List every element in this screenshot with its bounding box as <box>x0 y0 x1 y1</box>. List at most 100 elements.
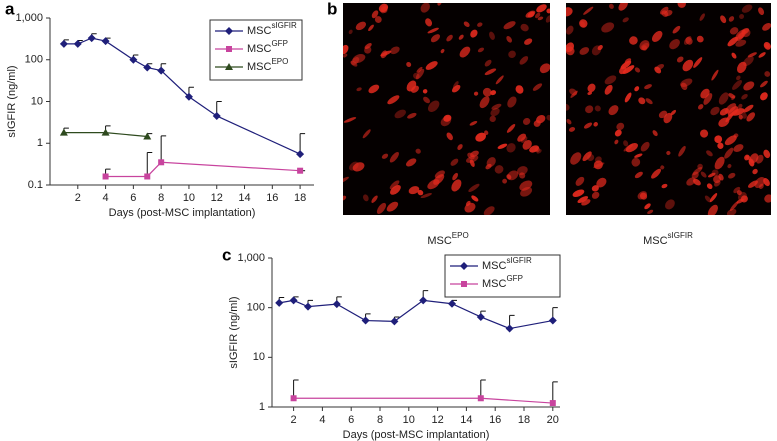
cell <box>758 7 765 16</box>
cell <box>467 152 475 160</box>
cell <box>634 67 641 73</box>
marker <box>289 296 298 305</box>
cell <box>355 21 366 31</box>
cell <box>593 122 598 127</box>
cell <box>536 4 547 13</box>
cell <box>717 142 724 149</box>
y-axis-label: sIGFIR (ng/ml) <box>6 65 18 137</box>
cell <box>593 162 605 168</box>
cell <box>374 16 382 23</box>
legend-label: MSCEPO <box>247 57 288 73</box>
marker <box>184 92 193 101</box>
cell <box>503 21 516 30</box>
cell <box>389 180 400 190</box>
cell <box>450 158 459 166</box>
cell <box>763 178 770 187</box>
cell <box>639 40 650 51</box>
marker <box>296 150 305 159</box>
cell <box>525 10 536 18</box>
cell <box>604 75 617 85</box>
cell <box>700 171 707 178</box>
cell <box>387 95 400 105</box>
cell <box>700 129 709 138</box>
cell <box>707 172 716 178</box>
cell <box>698 104 704 110</box>
y-tick-label: 1 <box>37 137 43 149</box>
cell <box>728 172 736 179</box>
cell <box>386 201 399 212</box>
cell <box>433 174 445 185</box>
x-axis-label: Days (post-MSC implantation) <box>109 207 256 219</box>
cell <box>634 153 643 158</box>
image-caption: MSCsIGFIR <box>643 231 693 247</box>
cell <box>376 202 387 214</box>
cell <box>427 100 440 113</box>
legend-box <box>209 19 303 81</box>
cell <box>364 46 372 54</box>
cell <box>440 48 445 54</box>
cell <box>739 13 745 19</box>
cell <box>486 157 496 168</box>
legend-name: MSC <box>247 25 272 37</box>
cell <box>534 146 540 153</box>
cell <box>430 34 441 43</box>
legend-superscript: sIGFIR <box>271 21 297 30</box>
cell <box>697 163 703 170</box>
cell <box>651 168 662 179</box>
cell <box>672 25 681 34</box>
cell <box>711 169 719 177</box>
cell <box>572 189 585 197</box>
cell <box>390 46 400 55</box>
x-tick-label: 14 <box>460 414 472 426</box>
cell <box>703 93 713 105</box>
cell <box>623 140 629 147</box>
cell <box>733 144 744 152</box>
cell <box>591 45 602 56</box>
marker <box>143 132 152 140</box>
cell <box>568 126 576 132</box>
cell <box>343 176 349 184</box>
cell <box>579 47 590 55</box>
marker <box>548 316 557 325</box>
cell <box>390 184 401 195</box>
cell <box>494 165 504 174</box>
cell <box>624 92 632 103</box>
cell <box>506 143 516 153</box>
cell <box>368 84 380 94</box>
cell <box>343 117 357 123</box>
legend-name: MSC <box>247 61 272 73</box>
cell <box>594 105 601 112</box>
cell <box>427 27 439 34</box>
cell <box>762 22 771 31</box>
cell <box>343 44 349 55</box>
error-bar <box>146 152 153 177</box>
cell <box>489 31 495 40</box>
micrograph <box>343 3 550 215</box>
cell <box>457 144 463 150</box>
marker <box>59 39 68 48</box>
cell <box>631 157 641 167</box>
cell <box>506 35 512 43</box>
cell <box>691 171 699 179</box>
cell <box>566 103 570 111</box>
cell <box>484 130 489 136</box>
cell <box>724 135 737 146</box>
cell <box>524 38 533 45</box>
cell <box>746 112 756 122</box>
cell <box>707 204 718 215</box>
cell <box>484 68 497 76</box>
cell <box>639 192 648 200</box>
cell <box>490 108 500 117</box>
x-tick-label: 18 <box>294 192 306 204</box>
legend-label: MSCGFP <box>482 274 523 290</box>
cell <box>413 72 420 80</box>
cell <box>726 208 737 215</box>
marker <box>477 395 484 402</box>
cell <box>471 195 479 202</box>
cell <box>423 96 430 104</box>
cell <box>704 195 712 203</box>
cell <box>764 71 771 77</box>
cell <box>443 114 452 122</box>
marker <box>144 173 151 180</box>
cell <box>522 140 532 150</box>
